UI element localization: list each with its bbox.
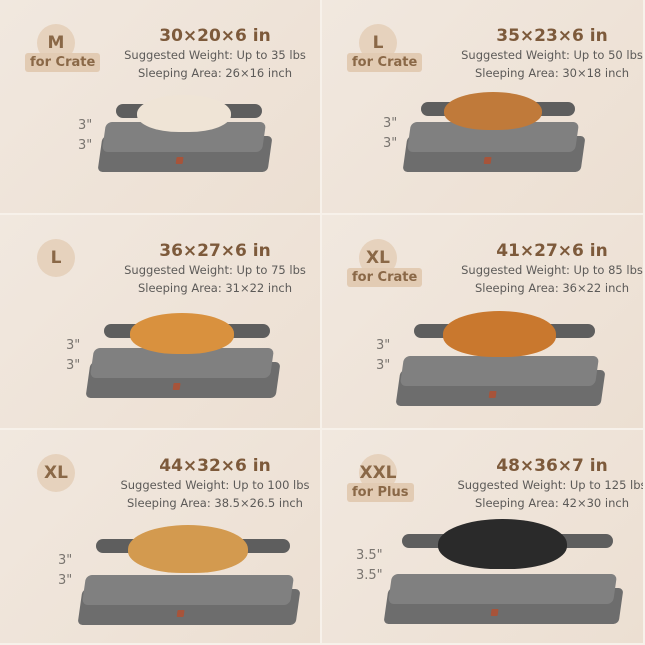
dimensions: 48×36×7 in [496, 456, 608, 476]
suggested-weight: Suggested Weight: Up to 85 lbs [461, 263, 643, 277]
bed-top [387, 574, 618, 604]
dog-bed [77, 525, 301, 625]
dimensions: 35×23×6 in [496, 26, 608, 46]
dimensions: 36×27×6 in [159, 241, 271, 261]
size-panel-xxl: XXL for Plus 48×36×7 in Suggested Weight: … [322, 430, 645, 645]
bolster-height: 3" [58, 553, 73, 568]
size-tag: for Plus [347, 483, 414, 502]
dimensions: 30×20×6 in [159, 26, 271, 46]
suggested-weight: Suggested Weight: Up to 50 lbs [461, 48, 643, 62]
dog-bed [383, 519, 624, 624]
size-panel-xl: XL for Crate 41×27×6 in Suggested Weight: … [322, 215, 645, 430]
base-height: 3" [383, 136, 398, 151]
sleeping-area: Sleeping Area: 26×16 inch [137, 66, 293, 80]
size-badge: L [37, 239, 75, 277]
sleeping-area: Sleeping Area: 38.5×26.5 inch [127, 496, 303, 510]
brand-logo-icon [490, 609, 499, 616]
brand-logo-icon [488, 391, 497, 398]
sleeping-area: Sleeping Area: 36×22 inch [474, 281, 630, 295]
dog-image [129, 313, 235, 354]
base-height: 3" [58, 573, 73, 588]
base-height: 3" [376, 358, 391, 373]
base-height: 3" [78, 138, 93, 153]
bolster-height: 3" [78, 118, 93, 133]
dimensions: 41×27×6 in [496, 241, 608, 261]
size-badge: XL [37, 454, 75, 492]
sleeping-area: Sleeping Area: 42×30 inch [474, 496, 630, 510]
dog-image [137, 94, 231, 132]
bed-top [81, 575, 295, 605]
dog-bed [97, 94, 273, 172]
size-tag: for Crate [25, 53, 101, 72]
bed-top [399, 356, 600, 386]
dog-bed [395, 311, 606, 406]
size-panel-l: L 36×27×6 in Suggested Weight: Up to 75 l… [0, 215, 322, 430]
bolster-height: 3" [376, 338, 391, 353]
base-height: 3" [66, 358, 81, 373]
dog-bed [402, 92, 586, 172]
brand-logo-icon [483, 157, 492, 164]
suggested-weight: Suggested Weight: Up to 75 lbs [124, 263, 306, 277]
sleeping-area: Sleeping Area: 30×18 inch [474, 66, 630, 80]
bolster-height: 3.5" [356, 548, 383, 563]
dog-image [444, 92, 543, 131]
sleeping-area: Sleeping Area: 31×22 inch [137, 281, 293, 295]
dog-image [437, 519, 567, 570]
dimensions: 44×32×6 in [159, 456, 271, 476]
base-height: 3.5" [356, 568, 383, 583]
size-tag: for Crate [347, 268, 423, 287]
dog-image [127, 525, 248, 573]
suggested-weight: Suggested Weight: Up to 100 lbs [120, 478, 310, 492]
dog-bed [85, 313, 281, 398]
size-panel-xl: XL 44×32×6 in Suggested Weight: Up to 100… [0, 430, 322, 645]
dog-image [443, 311, 556, 357]
suggested-weight: Suggested Weight: Up to 125 lbs [457, 478, 645, 492]
brand-logo-icon [175, 157, 184, 164]
suggested-weight: Suggested Weight: Up to 35 lbs [124, 48, 306, 62]
bolster-height: 3" [66, 338, 81, 353]
brand-logo-icon [176, 610, 185, 617]
bolster-height: 3" [383, 116, 398, 131]
size-tag: for Crate [347, 53, 423, 72]
brand-logo-icon [172, 383, 181, 390]
